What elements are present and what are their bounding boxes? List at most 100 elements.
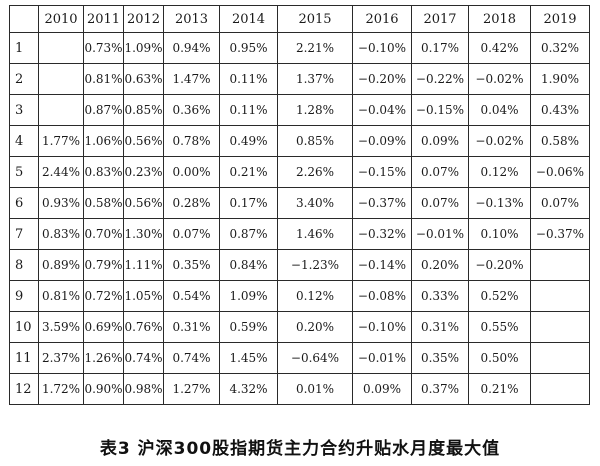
value-cell: 0.31% — [411, 311, 469, 343]
value-cell: 0.56% — [123, 187, 164, 219]
value-cell: −0.10% — [352, 32, 412, 64]
value-cell: 0.58% — [83, 187, 124, 219]
value-cell: 0.21% — [219, 156, 278, 188]
value-cell: 0.72% — [83, 280, 124, 312]
value-cell: 3.59% — [38, 311, 84, 343]
value-cell: −0.37% — [530, 218, 590, 250]
value-cell: −0.32% — [352, 218, 412, 250]
value-cell: 0.87% — [219, 218, 278, 250]
table-row: 6 0.93% 0.58% 0.56% 0.28% 0.17% 3.40% −0.37% 0.0… — [9, 187, 590, 219]
value-cell: −0.14% — [352, 249, 412, 281]
table-row: 12 1.72% 0.90% 0.98% 1.27% 4.32% 0.01% 0.09% 0.3… — [9, 373, 590, 405]
table-row: 10 3.59% 0.69% 0.76% 0.31% 0.59% 0.20% −0.10% 0.… — [9, 311, 590, 343]
value-cell: 2.26% — [277, 156, 353, 188]
value-cell: −0.01% — [411, 218, 469, 250]
table-body: 1 0.73% 1.09% 0.94% 0.95% 2.21% −0.10% 0.17% 0.4… — [9, 32, 590, 405]
table-container: 2010 2011 2012 2013 2014 2015 2016 2017 … — [9, 5, 590, 405]
value-cell: 1.37% — [277, 63, 353, 95]
value-cell: 1.28% — [277, 94, 353, 126]
value-cell: 0.76% — [123, 311, 164, 343]
month-cell: 12 — [9, 373, 39, 405]
year-header: 2017 — [411, 5, 469, 33]
value-cell: −0.02% — [468, 125, 531, 157]
value-cell: −0.22% — [411, 63, 469, 95]
value-cell: 1.47% — [163, 63, 220, 95]
year-header: 2015 — [277, 5, 353, 33]
value-cell — [530, 311, 590, 343]
value-cell: 0.17% — [219, 187, 278, 219]
value-cell: 0.07% — [411, 187, 469, 219]
table-caption: 表3 沪深300股指期货主力合约升贴水月度最大值 — [99, 439, 501, 459]
value-cell: 0.23% — [123, 156, 164, 188]
value-cell: 0.42% — [468, 32, 531, 64]
value-cell: 0.07% — [411, 156, 469, 188]
month-cell: 8 — [9, 249, 39, 281]
value-cell: 0.93% — [38, 187, 84, 219]
value-cell: 0.83% — [83, 156, 124, 188]
value-cell: −0.09% — [352, 125, 412, 157]
value-cell: 0.85% — [277, 125, 353, 157]
table-row: 8 0.89% 0.79% 1.11% 0.35% 0.84% −1.23% −0.14% 0.… — [9, 249, 590, 281]
corner-cell — [9, 5, 39, 33]
value-cell: 0.95% — [219, 32, 278, 64]
value-cell: 4.32% — [219, 373, 278, 405]
value-cell: 0.17% — [411, 32, 469, 64]
value-cell: 0.01% — [277, 373, 353, 405]
year-header: 2014 — [219, 5, 278, 33]
value-cell — [530, 373, 590, 405]
table-row: 7 0.83% 0.70% 1.30% 0.07% 0.87% 1.46% −0.32% −0.… — [9, 218, 590, 250]
year-header: 2019 — [530, 5, 590, 33]
month-cell: 3 — [9, 94, 39, 126]
value-cell: −0.08% — [352, 280, 412, 312]
value-cell: 0.73% — [83, 32, 124, 64]
year-header: 2011 — [83, 5, 124, 33]
value-cell: 0.83% — [38, 218, 84, 250]
value-cell: 0.07% — [163, 218, 220, 250]
value-cell: 0.33% — [411, 280, 469, 312]
value-cell: 0.58% — [530, 125, 590, 157]
value-cell: −1.23% — [277, 249, 353, 281]
value-cell: −0.20% — [352, 63, 412, 95]
value-cell: 0.70% — [83, 218, 124, 250]
value-cell: 1.09% — [219, 280, 278, 312]
value-cell: 0.89% — [38, 249, 84, 281]
value-cell: −0.02% — [468, 63, 531, 95]
value-cell: 0.56% — [123, 125, 164, 157]
value-cell: 0.36% — [163, 94, 220, 126]
value-cell: 0.32% — [530, 32, 590, 64]
value-cell: −0.06% — [530, 156, 590, 188]
month-cell: 6 — [9, 187, 39, 219]
header-row: 2010 2011 2012 2013 2014 2015 2016 2017 … — [9, 5, 590, 33]
value-cell: 0.37% — [411, 373, 469, 405]
value-cell: 0.28% — [163, 187, 220, 219]
month-cell: 1 — [9, 32, 39, 64]
value-cell: 1.77% — [38, 125, 84, 157]
value-cell: 0.09% — [352, 373, 412, 405]
value-cell: 1.06% — [83, 125, 124, 157]
month-cell: 10 — [9, 311, 39, 343]
value-cell: 0.59% — [219, 311, 278, 343]
value-cell: 1.46% — [277, 218, 353, 250]
value-cell: 0.20% — [277, 311, 353, 343]
value-cell — [38, 63, 84, 95]
value-cell: 1.27% — [163, 373, 220, 405]
value-cell: 1.72% — [38, 373, 84, 405]
value-cell: 0.52% — [468, 280, 531, 312]
value-cell: 0.69% — [83, 311, 124, 343]
value-cell: 0.43% — [530, 94, 590, 126]
table-row: 4 1.77% 1.06% 0.56% 0.78% 0.49% 0.85% −0.09% 0.0… — [9, 125, 590, 157]
value-cell — [38, 32, 84, 64]
value-cell: 1.45% — [219, 342, 278, 374]
value-cell: 0.10% — [468, 218, 531, 250]
value-cell — [530, 249, 590, 281]
value-cell: 0.11% — [219, 94, 278, 126]
value-cell: −0.64% — [277, 342, 353, 374]
month-cell: 11 — [9, 342, 39, 374]
value-cell: 1.11% — [123, 249, 164, 281]
month-cell: 9 — [9, 280, 39, 312]
table-row: 11 2.37% 1.26% 0.74% 0.74% 1.45% −0.64% −0.01% 0… — [9, 342, 590, 374]
value-cell: 0.63% — [123, 63, 164, 95]
year-header: 2016 — [352, 5, 412, 33]
value-cell: 0.21% — [468, 373, 531, 405]
value-cell: 0.12% — [468, 156, 531, 188]
